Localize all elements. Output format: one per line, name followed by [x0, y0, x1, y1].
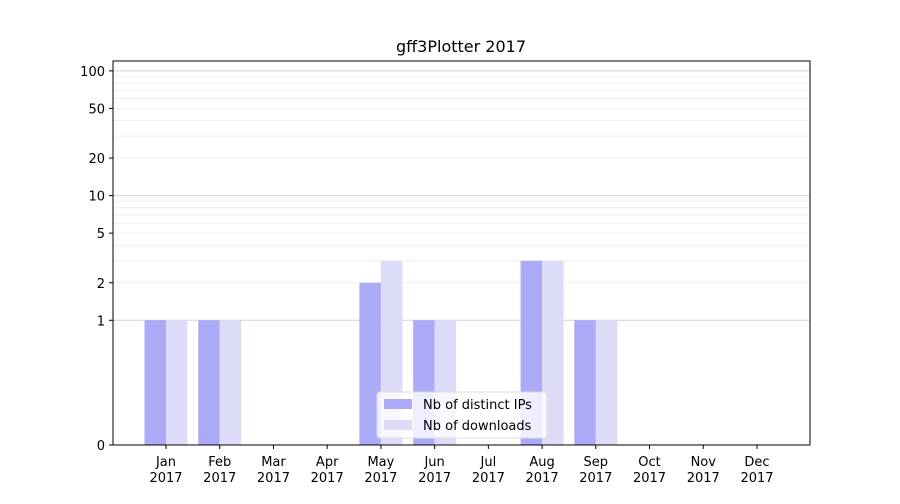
x-tick-label-year: 2017 [311, 471, 344, 486]
chart-title: gff3Plotter 2017 [396, 37, 526, 56]
bar-distinct-ips [359, 282, 381, 445]
x-tick-label-month: Jan [155, 455, 176, 470]
legend-label: Nb of distinct IPs [423, 398, 532, 413]
y-tick-label: 2 [97, 277, 105, 292]
legend-box [376, 391, 548, 439]
bars [144, 260, 618, 445]
legend: Nb of distinct IPs Nb of downloads [376, 391, 548, 439]
x-tick-label-year: 2017 [579, 471, 612, 486]
y-tick-label: 10 [88, 190, 105, 205]
x-tick-label-year: 2017 [687, 471, 720, 486]
plot-frame [112, 60, 811, 446]
x-tick-label-month: May [367, 455, 394, 470]
x-tick-label-year: 2017 [418, 471, 451, 486]
x-tick-label-month: Jun [423, 455, 444, 470]
bar-downloads [595, 320, 618, 445]
x-tick-label-year: 2017 [364, 471, 397, 486]
y-tick-label: 0 [97, 439, 105, 454]
x-tick-label-month: Aug [529, 455, 554, 470]
x-tick-label-year: 2017 [203, 471, 236, 486]
y-tick-label: 100 [80, 65, 105, 80]
x-tick-label-year: 2017 [472, 471, 505, 486]
x-tick-label-month: Apr [316, 455, 339, 470]
y-tick-label: 5 [97, 227, 105, 242]
x-tick-label-month: Dec [744, 455, 769, 470]
bar-downloads [166, 320, 188, 445]
bar-downloads [219, 320, 242, 445]
x-tick-label-year: 2017 [633, 471, 666, 486]
y-tick-label: 1 [97, 314, 105, 329]
x-tick-label-month: Mar [261, 455, 286, 470]
x-tick-label-month: Nov [691, 455, 717, 470]
x-tick-label-year: 2017 [526, 471, 559, 486]
x-tick-label-month: Feb [208, 455, 231, 470]
x-tick-label-month: Oct [638, 455, 660, 470]
legend-label: Nb of downloads [423, 419, 532, 434]
bar-distinct-ips [144, 320, 166, 445]
y-tick-label: 20 [88, 152, 105, 167]
grid-lines [113, 70, 810, 321]
y-tick-label: 50 [88, 102, 105, 117]
y-axis-ticks: 0 1 2 5 10 20 50 100 [80, 65, 113, 454]
bar-distinct-ips [198, 320, 220, 445]
x-tick-label-month: Jul [480, 455, 497, 470]
x-tick-label-year: 2017 [740, 471, 773, 486]
legend-swatch [384, 420, 412, 430]
x-axis-ticks: Jan2017Feb2017Mar2017Apr2017May2017Jun20… [149, 445, 774, 486]
legend-swatch [384, 399, 412, 409]
x-tick-label-year: 2017 [149, 471, 182, 486]
x-tick-label-year: 2017 [257, 471, 290, 486]
bar-distinct-ips [574, 320, 596, 445]
x-tick-label-month: Sep [584, 455, 609, 470]
